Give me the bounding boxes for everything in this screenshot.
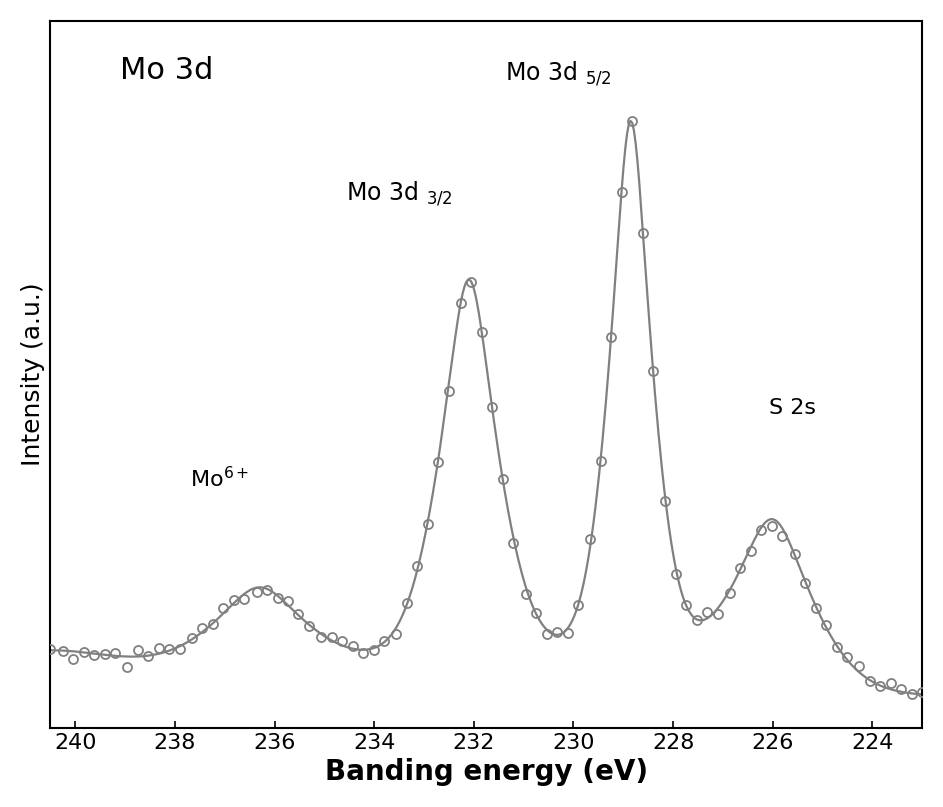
Text: S 2s: S 2s	[769, 398, 816, 418]
Text: Mo$^{6+}$: Mo$^{6+}$	[190, 466, 250, 491]
Text: Mo 3d $_{3/2}$: Mo 3d $_{3/2}$	[346, 179, 453, 207]
X-axis label: Banding energy (eV): Banding energy (eV)	[324, 758, 648, 786]
Y-axis label: Intensity (a.u.): Intensity (a.u.)	[21, 282, 45, 466]
Text: Mo 3d $_{5/2}$: Mo 3d $_{5/2}$	[505, 60, 612, 87]
Text: Mo 3d: Mo 3d	[120, 56, 213, 86]
